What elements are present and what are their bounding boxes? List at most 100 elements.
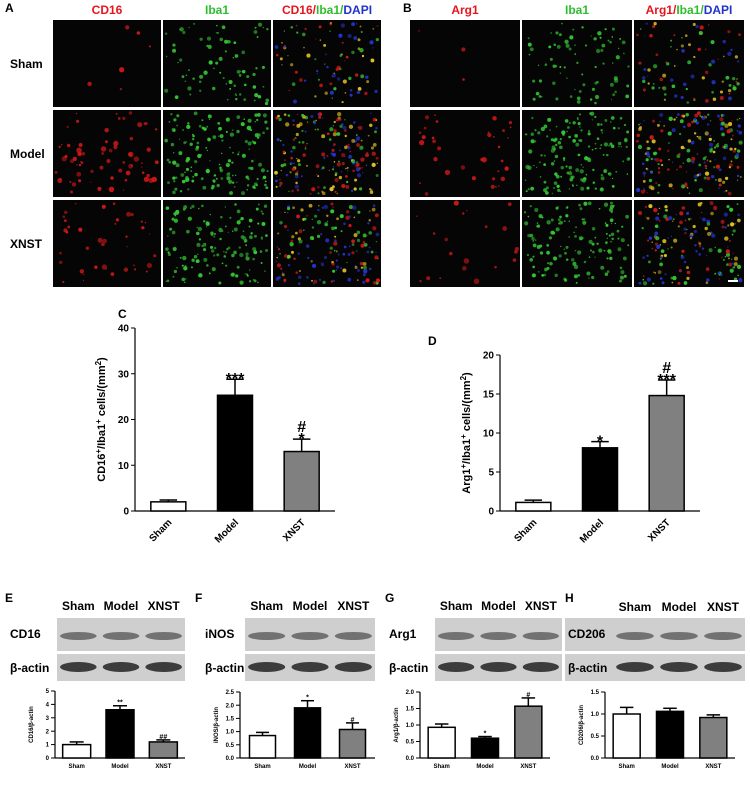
cell (320, 168, 323, 170)
cell (699, 114, 702, 117)
cell (307, 256, 310, 260)
cell (529, 47, 534, 52)
micrograph (273, 110, 381, 197)
cell (261, 65, 265, 69)
cell (173, 218, 179, 223)
cell (702, 217, 706, 222)
column-header: CD16/Iba1/DAPI (282, 3, 372, 17)
cell (651, 139, 656, 144)
cell (642, 180, 646, 183)
blot-row-label: β-actin (389, 661, 428, 675)
cell (652, 282, 655, 285)
micrograph (163, 200, 271, 287)
cell (356, 173, 362, 178)
cell (356, 250, 358, 252)
cell (582, 220, 587, 225)
cell (359, 261, 364, 266)
cell (646, 191, 648, 194)
cell (596, 242, 599, 245)
cell (732, 149, 736, 153)
cell (553, 43, 557, 47)
cell (678, 132, 682, 136)
cell (176, 114, 180, 118)
cell (571, 175, 575, 179)
cell (348, 224, 352, 228)
cell (215, 61, 219, 65)
cell (547, 117, 552, 122)
cell (555, 174, 560, 179)
cell (576, 117, 579, 119)
cell (549, 261, 553, 266)
cell (701, 247, 705, 250)
cell (118, 168, 123, 173)
cell (220, 177, 224, 180)
cell (292, 119, 295, 122)
cell (614, 90, 617, 94)
cell (667, 248, 669, 250)
cell (316, 173, 318, 176)
cell (219, 134, 224, 138)
cell (599, 147, 602, 150)
cell (681, 184, 686, 189)
cell (599, 36, 602, 39)
cell (565, 206, 569, 210)
cell (365, 153, 369, 158)
cell (662, 239, 667, 244)
cell (292, 123, 295, 126)
cell (360, 31, 363, 34)
cell (647, 68, 651, 72)
cell (229, 87, 232, 90)
cell (660, 129, 664, 133)
cell (219, 237, 222, 241)
cell (715, 144, 720, 148)
cell (532, 243, 537, 248)
cell (696, 111, 701, 116)
cell (530, 186, 535, 191)
cell (627, 65, 630, 68)
cell (648, 204, 653, 209)
cell (569, 95, 573, 98)
cell (243, 98, 247, 101)
y-tick-label: 4 (46, 703, 50, 709)
y-axis-label: Arg1/β-actin (394, 707, 400, 742)
cell (297, 282, 301, 285)
cell (328, 169, 331, 172)
cell (655, 236, 660, 241)
cell (722, 156, 727, 161)
cell (670, 235, 673, 237)
cell (556, 44, 561, 49)
cell (296, 188, 300, 192)
cell (568, 165, 573, 170)
cell (230, 272, 235, 277)
cell (566, 77, 568, 79)
cell (260, 210, 263, 213)
cell (540, 154, 543, 157)
cell (595, 48, 601, 54)
cell (716, 114, 721, 118)
cell (736, 82, 740, 86)
blot-column-label: Model (104, 599, 139, 613)
cell (722, 259, 725, 261)
header-part: Arg1 (451, 3, 479, 17)
cell (313, 279, 318, 284)
cell (710, 147, 713, 151)
cell (266, 127, 269, 130)
cell (705, 167, 707, 169)
cell (206, 149, 208, 152)
cell (85, 246, 90, 250)
cell (336, 192, 338, 195)
cell (544, 63, 548, 66)
blot-column-label: Model (662, 600, 697, 614)
cell (725, 189, 728, 192)
y-tick-label: 0.0 (406, 756, 415, 762)
cell (725, 249, 730, 254)
cell (684, 232, 687, 235)
cell (246, 184, 250, 187)
cell (332, 152, 336, 156)
cell (375, 156, 379, 160)
cell (737, 218, 741, 223)
cell (311, 279, 313, 282)
cell (374, 213, 379, 218)
cell (341, 162, 345, 166)
cell (527, 188, 530, 191)
